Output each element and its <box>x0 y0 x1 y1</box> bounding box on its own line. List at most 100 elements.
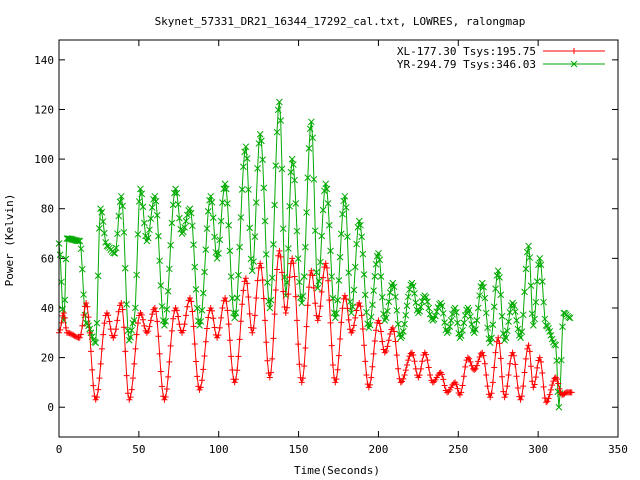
data-point <box>401 320 408 328</box>
data-point <box>99 218 107 225</box>
data-point <box>359 250 367 258</box>
y-axis-label: Power (Kelvin) <box>3 194 16 287</box>
data-point <box>481 360 488 367</box>
data-point <box>528 310 536 318</box>
data-point <box>111 332 118 339</box>
data-point <box>390 283 398 291</box>
data-point <box>525 242 532 250</box>
data-point <box>201 268 208 276</box>
data-point <box>322 260 329 267</box>
data-point <box>257 260 264 267</box>
data-point <box>310 284 317 291</box>
data-point <box>402 311 410 319</box>
data-point <box>112 244 120 252</box>
data-point <box>416 372 423 379</box>
data-point <box>568 389 575 396</box>
data-point <box>432 312 439 320</box>
data-point <box>134 320 141 327</box>
data-point <box>433 308 441 316</box>
data-point <box>446 323 454 330</box>
data-point <box>240 287 247 294</box>
data-point <box>86 329 93 336</box>
data-point <box>482 309 490 317</box>
data-point <box>85 314 92 321</box>
data-point <box>295 341 302 348</box>
data-point <box>272 286 279 293</box>
data-point <box>296 361 303 368</box>
data-point <box>186 205 194 213</box>
x-tick-label: 0 <box>56 443 63 456</box>
data-point <box>521 369 528 376</box>
data-point <box>466 355 473 362</box>
data-point <box>454 385 461 392</box>
data-point <box>337 335 344 342</box>
data-point <box>389 279 397 287</box>
data-point <box>355 217 363 225</box>
data-point <box>264 357 271 364</box>
data-point <box>165 373 172 380</box>
data-point <box>130 375 137 382</box>
data-point <box>375 317 382 324</box>
data-point <box>278 269 285 276</box>
data-point <box>288 155 296 163</box>
data-point <box>181 321 188 328</box>
data-point <box>510 352 517 359</box>
data-point <box>357 303 364 310</box>
data-point <box>343 296 350 303</box>
data-point <box>144 234 152 242</box>
data-point <box>252 199 260 206</box>
data-point <box>174 200 182 208</box>
data-point <box>366 321 374 329</box>
data-point <box>476 292 483 299</box>
data-point <box>336 253 344 261</box>
data-point <box>223 298 230 305</box>
data-point <box>547 331 555 339</box>
data-point <box>236 243 244 251</box>
data-point <box>274 106 282 114</box>
data-point <box>425 364 432 371</box>
data-point <box>309 134 316 142</box>
data-point <box>147 215 155 223</box>
data-point <box>487 394 494 401</box>
data-point <box>318 232 326 240</box>
data-point <box>62 255 70 263</box>
data-point <box>334 366 341 373</box>
data-point <box>370 350 377 357</box>
data-point <box>529 321 537 329</box>
data-point <box>97 205 104 213</box>
data-point <box>321 264 328 271</box>
data-point <box>119 202 126 210</box>
data-point <box>314 284 322 292</box>
data-point <box>495 334 502 341</box>
data-point <box>492 285 499 293</box>
data-point <box>503 327 511 335</box>
data-point <box>232 309 240 317</box>
data-point <box>371 273 379 280</box>
data-point <box>116 198 124 206</box>
data-point <box>318 288 325 295</box>
data-point <box>266 374 273 381</box>
data-point <box>349 303 356 311</box>
data-point <box>286 274 293 281</box>
data-point <box>325 277 332 284</box>
data-point <box>511 308 519 316</box>
data-point <box>127 333 134 341</box>
data-point <box>555 380 562 387</box>
data-point <box>120 228 128 236</box>
data-point <box>238 186 246 193</box>
data-point <box>313 312 320 319</box>
data-point <box>97 360 104 367</box>
data-point <box>546 328 554 335</box>
data-point <box>293 227 301 235</box>
data-point <box>519 311 527 319</box>
data-point <box>406 353 413 360</box>
data-point <box>332 379 339 386</box>
data-point <box>540 383 547 390</box>
data-point <box>168 327 175 334</box>
data-point <box>228 353 235 360</box>
data-point <box>118 300 125 307</box>
data-point <box>218 314 225 321</box>
data-point <box>145 328 152 335</box>
data-point <box>527 363 534 370</box>
